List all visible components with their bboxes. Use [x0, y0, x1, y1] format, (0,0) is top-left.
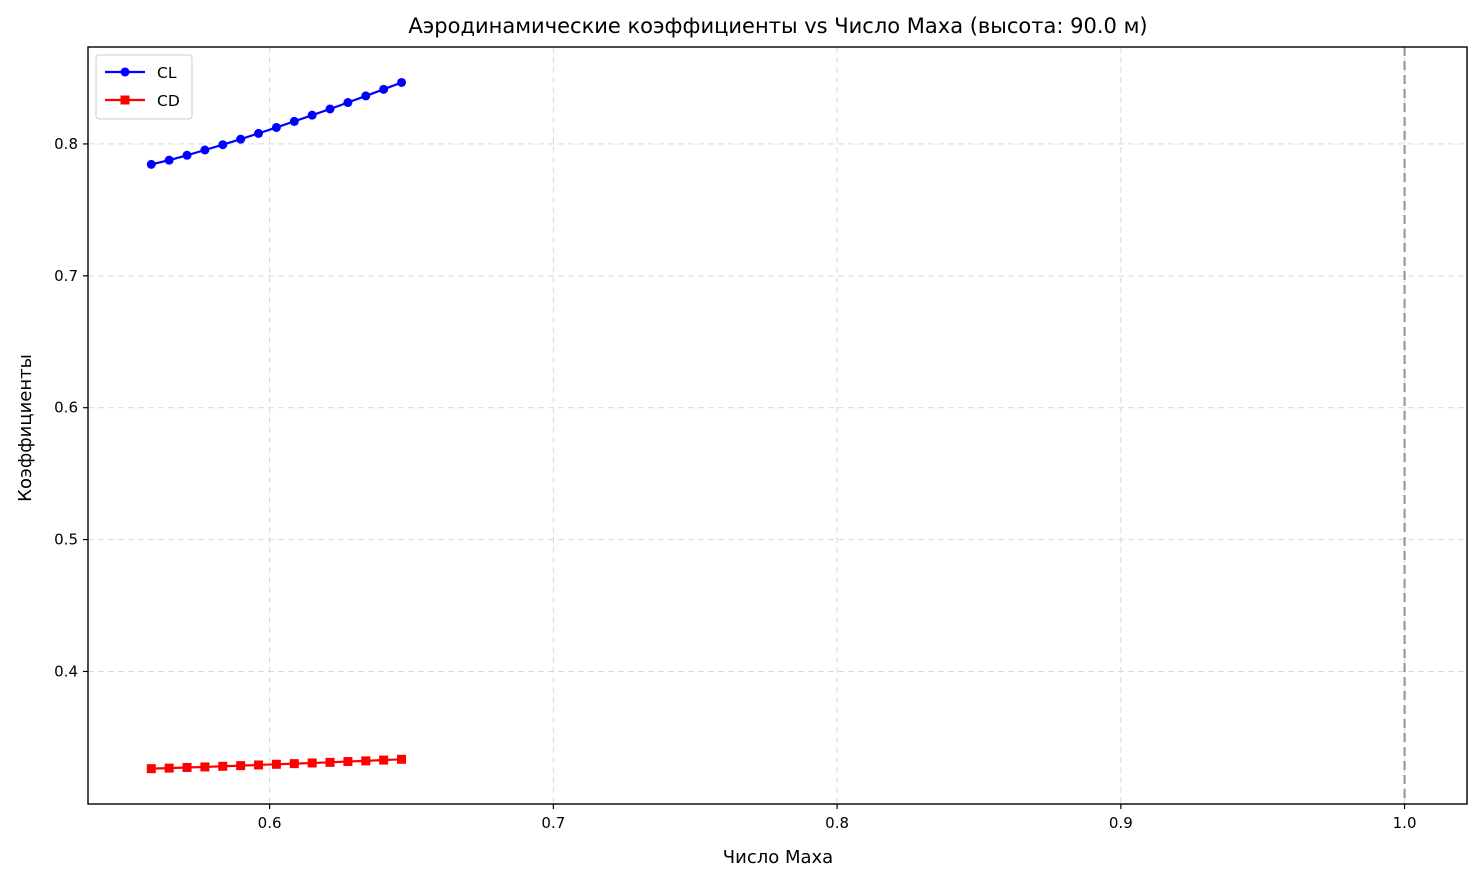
data-point-cd [236, 761, 246, 771]
data-point-cl [218, 140, 228, 150]
data-point-cd [218, 761, 228, 771]
y-axis-label: Коэффициенты [15, 354, 36, 502]
data-point-cl [397, 77, 407, 87]
data-point-cd [271, 759, 281, 769]
y-tick-label: 0.8 [54, 135, 78, 153]
data-point-cl [271, 122, 281, 132]
data-point-cd [325, 757, 335, 767]
data-point-cl [379, 84, 389, 94]
data-point-cl [164, 155, 174, 165]
series-group [146, 77, 407, 774]
y-tick-label: 0.5 [54, 531, 78, 549]
data-point-cd [200, 762, 210, 772]
x-tick-label: 0.9 [1109, 814, 1133, 832]
x-tick-label: 0.8 [825, 814, 849, 832]
legend-marker-cd [120, 95, 130, 105]
chart-title: Аэродинамические коэффициенты vs Число М… [408, 14, 1147, 38]
data-point-cl [325, 104, 335, 114]
y-tick-label: 0.6 [54, 399, 78, 417]
x-tick-label: 0.6 [258, 814, 282, 832]
x-tick-label: 0.7 [541, 814, 565, 832]
y-tick-label: 0.7 [54, 267, 78, 285]
data-point-cl [361, 91, 371, 101]
data-point-cl [307, 110, 317, 120]
data-point-cd [182, 762, 192, 772]
data-point-cd [343, 757, 353, 767]
data-point-cl [146, 159, 156, 169]
data-point-cl [236, 134, 246, 144]
data-point-cd [254, 760, 264, 770]
x-axis: 0.6 0.7 0.8 0.9 1.0 [258, 804, 1417, 832]
data-point-cl [254, 128, 264, 138]
legend-label-cd: CD [157, 92, 180, 110]
data-point-cd [379, 755, 389, 765]
data-point-cl [289, 116, 299, 126]
data-point-cd [289, 759, 299, 769]
legend-marker-cl [120, 67, 130, 77]
plot-frame [87, 46, 1468, 805]
data-point-cl [343, 98, 353, 108]
legend: CL CD [95, 54, 193, 120]
data-point-cd [361, 756, 371, 766]
y-tick-label: 0.4 [54, 662, 78, 680]
x-axis-label: Число Маха [723, 847, 833, 868]
data-point-cd [164, 763, 174, 773]
data-point-cd [146, 764, 156, 774]
x-tick-label: 1.0 [1393, 814, 1417, 832]
y-axis: 0.4 0.5 0.6 0.7 0.8 [54, 135, 88, 680]
data-point-cd [307, 758, 317, 768]
data-point-cl [182, 150, 192, 160]
legend-label-cl: CL [157, 64, 177, 82]
data-point-cd [397, 754, 407, 764]
data-point-cl [200, 145, 210, 155]
